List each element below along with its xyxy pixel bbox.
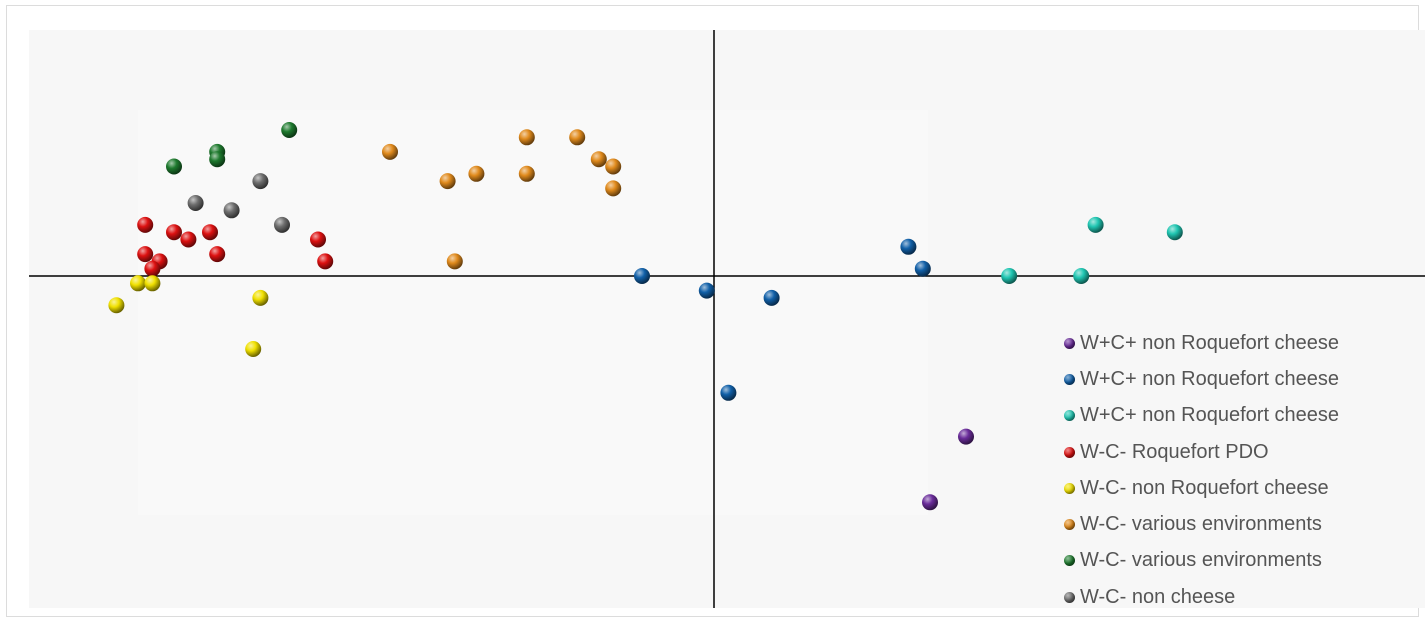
data-point <box>439 173 456 190</box>
data-point <box>958 428 974 445</box>
legend-marker <box>1064 373 1075 385</box>
data-point <box>518 129 535 146</box>
legend-marker <box>1064 337 1075 349</box>
data-point <box>166 224 182 241</box>
data-point <box>209 151 226 168</box>
legend-marker <box>1064 446 1075 458</box>
legend-label: W+C+ non Roquefort cheese <box>1080 331 1340 354</box>
legend-label: W-C- non Roquefort cheese <box>1080 476 1329 499</box>
data-point <box>108 297 125 314</box>
points-layer <box>108 122 1183 511</box>
data-point <box>252 289 269 306</box>
data-point <box>1073 268 1090 284</box>
data-point <box>605 180 622 197</box>
data-point <box>202 224 218 241</box>
data-point <box>1001 268 1018 284</box>
legend-marker <box>1064 519 1075 531</box>
data-point <box>166 158 182 175</box>
legend-marker <box>1064 591 1075 603</box>
data-point <box>468 165 485 182</box>
data-point <box>569 129 586 146</box>
data-point <box>900 238 917 255</box>
legend-label: W-C- non cheese <box>1080 585 1236 608</box>
data-point <box>137 246 154 263</box>
data-point <box>310 231 326 248</box>
data-point <box>605 158 622 175</box>
data-point <box>317 253 334 270</box>
legend: W+C+ non Roquefort cheese W+C+ non Roquef… <box>1064 325 1414 615</box>
legend-label: W-C- various environments <box>1080 549 1322 572</box>
data-point <box>180 231 197 248</box>
legend-label: W-C- various environments <box>1080 513 1322 536</box>
legend-item: W-C- non cheese <box>1064 579 1414 615</box>
data-point <box>245 341 262 357</box>
legend-marker <box>1064 410 1075 422</box>
legend-item: W-C- various environments <box>1064 506 1414 542</box>
data-point <box>187 195 204 211</box>
data-point <box>446 253 463 270</box>
data-point <box>137 216 154 233</box>
legend-label: W-C- Roquefort PDO <box>1080 440 1269 463</box>
legend-label: W+C+ non Roquefort cheese <box>1080 367 1340 390</box>
legend-item: W-C- non Roquefort cheese <box>1064 470 1414 506</box>
legend-item: W-C- various environments <box>1064 543 1414 579</box>
data-point <box>382 143 398 160</box>
data-point <box>281 122 298 138</box>
data-point <box>130 275 146 292</box>
data-point <box>914 260 931 277</box>
legend-item: W+C+ non Roquefort cheese <box>1064 361 1414 397</box>
data-point <box>720 384 737 401</box>
data-point <box>144 260 161 277</box>
legend-marker <box>1064 482 1075 494</box>
legend-marker <box>1064 555 1075 567</box>
data-point <box>252 173 269 190</box>
legend-item: W+C+ non Roquefort cheese <box>1064 398 1414 434</box>
legend-label: W+C+ non Roquefort cheese <box>1080 404 1340 427</box>
data-point <box>698 282 715 299</box>
data-point <box>223 202 240 219</box>
data-point <box>1087 216 1104 233</box>
data-point <box>763 289 780 306</box>
data-point <box>274 216 290 233</box>
data-point <box>634 268 650 284</box>
legend-item: W-C- Roquefort PDO <box>1064 434 1414 470</box>
data-point <box>144 275 161 292</box>
data-point <box>209 246 226 263</box>
legend-item: W+C+ non Roquefort cheese <box>1064 325 1414 361</box>
data-point <box>518 165 535 182</box>
data-point <box>590 151 607 168</box>
data-point <box>1166 224 1183 241</box>
data-point <box>922 494 938 511</box>
